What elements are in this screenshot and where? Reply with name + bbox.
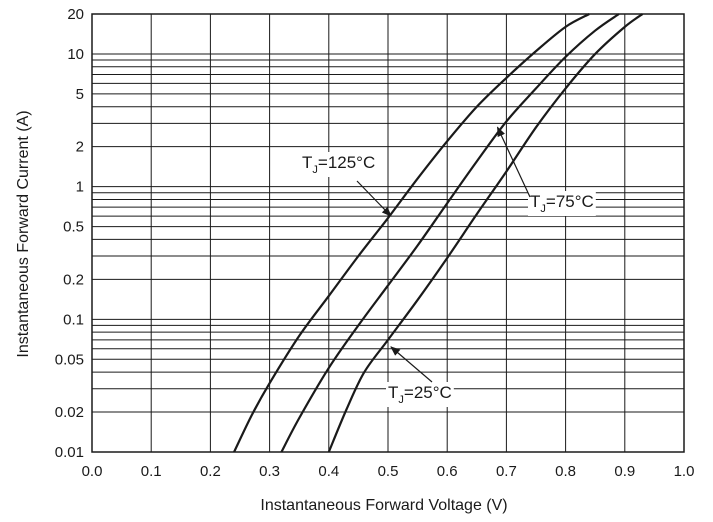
x-tick-label: 1.0 <box>674 463 695 480</box>
annotation-tj-75c: TJ=75°C <box>496 126 596 216</box>
plot-frame <box>91 13 685 453</box>
annotation-tj-25c: TJ=25°C <box>386 346 454 407</box>
annotation-background <box>528 191 596 216</box>
y-tick-label: 5 <box>76 86 84 103</box>
annotation-label: TJ=125°C <box>302 153 375 176</box>
x-tick-label: 0.2 <box>200 463 221 480</box>
series-tj-25c-line <box>327 13 644 453</box>
x-tick-label: 0.9 <box>614 463 635 480</box>
y-axis-label: Instantaneous Forward Current (A) <box>15 110 32 357</box>
annotation-arrow <box>390 346 433 383</box>
x-tick-label: 0.3 <box>259 463 280 480</box>
y-tick-label: 1 <box>76 179 84 196</box>
y-tick-label: 0.2 <box>63 271 84 288</box>
x-tick-label: 0.6 <box>437 463 458 480</box>
x-tick-label: 0.5 <box>378 463 399 480</box>
annotation-arrow <box>356 180 392 217</box>
x-tick-label: 0.7 <box>496 463 517 480</box>
y-tick-label: 2 <box>76 139 84 156</box>
y-tick-label: 0.01 <box>55 444 84 461</box>
annotation-label: TJ=75°C <box>530 192 594 215</box>
annotation-label: TJ=25°C <box>388 383 452 406</box>
annotation-background <box>300 152 378 177</box>
y-tick-labels: 0.01 0.02 0.05 0.1 0.2 0.5 1 2 5 10 20 <box>55 6 84 461</box>
x-axis-label: Instantaneous Forward Voltage (V) <box>260 497 507 514</box>
y-tick-label: 0.02 <box>55 404 84 421</box>
x-tick-label: 0.4 <box>318 463 339 480</box>
annotations: TJ=125°C TJ=75°C TJ=25°C <box>300 126 596 407</box>
y-tick-label: 0.1 <box>63 311 84 328</box>
y-tick-label: 20 <box>67 6 84 23</box>
x-tick-label: 0.8 <box>555 463 576 480</box>
x-tick-label: 0.0 <box>82 463 103 480</box>
annotation-background <box>386 382 454 407</box>
series-tj-125c-line <box>233 13 590 453</box>
x-tick-labels: 0.0 0.1 0.2 0.3 0.4 0.5 0.6 0.7 0.8 0.9 1.0 <box>82 463 695 480</box>
annotation-tj-125c: TJ=125°C <box>300 152 392 217</box>
curves <box>233 13 644 453</box>
x-tick-label: 0.1 <box>141 463 162 480</box>
y-tick-label: 10 <box>67 46 84 63</box>
series-tj-75c-line <box>280 13 620 453</box>
y-tick-label: 0.05 <box>55 351 84 368</box>
y-tick-label: 0.5 <box>63 219 84 236</box>
annotation-arrow <box>496 126 531 198</box>
